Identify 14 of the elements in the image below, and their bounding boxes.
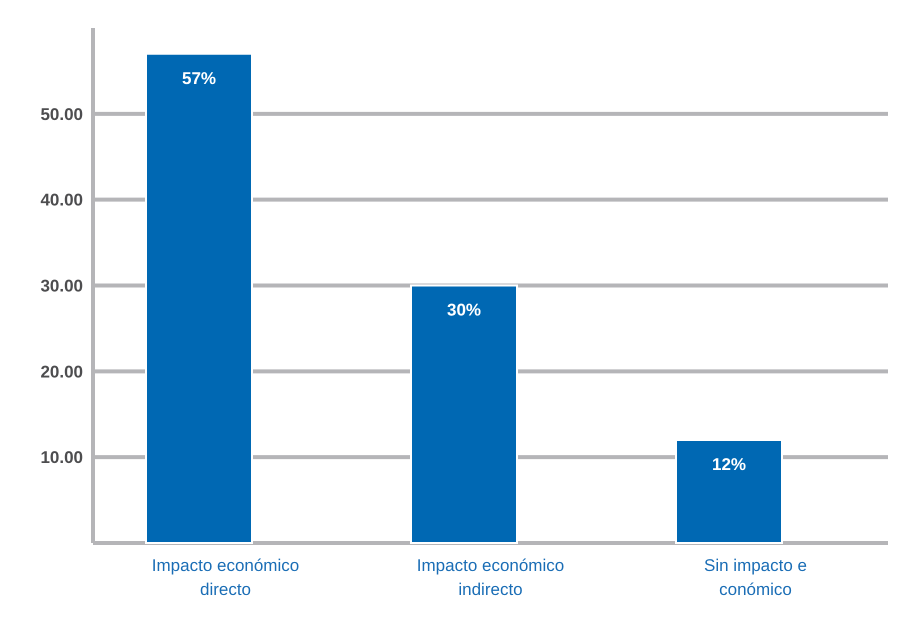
- y-tick-label: 40.00: [40, 190, 83, 210]
- x-tick-label: Sin impacto e conómico: [704, 556, 807, 599]
- y-tick-label: 50.00: [40, 104, 83, 124]
- bar: [675, 439, 783, 544]
- bar: [145, 52, 253, 544]
- y-tick-label: 20.00: [40, 362, 83, 382]
- bar: [410, 284, 518, 544]
- y-tick-label: 10.00: [40, 448, 83, 468]
- x-tick-label: Impacto económico indirecto: [416, 556, 564, 599]
- x-tick-label: Impacto económico directo: [152, 556, 300, 599]
- data-label: 30%: [446, 300, 482, 320]
- data-label: 57%: [182, 68, 216, 88]
- data-label: 12%: [712, 455, 746, 474]
- y-tick-label: 30.00: [40, 276, 83, 296]
